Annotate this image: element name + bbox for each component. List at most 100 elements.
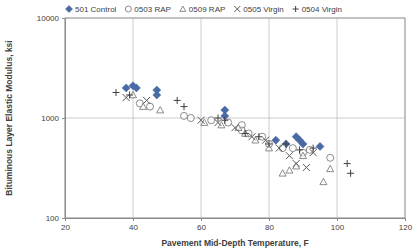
point: [303, 164, 310, 171]
tick-label: 80: [265, 223, 274, 232]
point: [296, 146, 303, 153]
point: [242, 130, 249, 137]
legend-item: 501 Control: [66, 5, 117, 14]
x-axis-title: Pavement Mid-Depth Temperature, F: [161, 238, 308, 248]
tick-label: 60: [197, 223, 206, 232]
point: [221, 117, 228, 124]
series: [122, 82, 324, 151]
legend: 501 Control 0503 RAP 0509 RAP 0505 Virgin 05…: [66, 5, 342, 14]
tick-mark: [62, 118, 65, 119]
point: [215, 115, 222, 122]
legend-marker: [125, 6, 131, 12]
point: [126, 91, 133, 98]
point: [187, 115, 194, 122]
point: [283, 140, 290, 147]
point: [316, 142, 324, 150]
point: [276, 145, 283, 152]
point: [143, 97, 150, 104]
point: [344, 160, 351, 167]
legend-label: 0503 RAP: [134, 5, 170, 14]
point: [181, 103, 188, 110]
point: [218, 122, 225, 128]
point: [140, 103, 147, 109]
tick-label: 20: [61, 223, 70, 232]
point: [327, 154, 334, 161]
legend-item: 0503 RAP: [125, 5, 170, 14]
tick-label: 40: [129, 223, 138, 232]
x-axis: 20 40 60 80 100 120: [61, 218, 413, 232]
point: [198, 117, 205, 124]
tick-mark: [133, 218, 134, 221]
tick-mark: [269, 218, 270, 221]
x-grid-line: [337, 18, 338, 218]
legend-item: 0505 Virgin: [234, 5, 283, 14]
axis-line: [66, 219, 406, 222]
point: [157, 107, 164, 113]
tick-label: 100: [46, 214, 60, 223]
point: [232, 124, 239, 131]
legend-label: 0505 Virgin: [243, 5, 283, 14]
tick: 120: [399, 218, 413, 232]
series: [136, 100, 333, 161]
legend-label: 0504 Virgin: [302, 5, 342, 14]
legend-label: 0509 RAP: [189, 5, 225, 14]
point: [201, 119, 208, 125]
point: [132, 84, 140, 92]
point: [249, 133, 256, 140]
legend-label: 501 Control: [75, 5, 117, 14]
tick-label: 1000: [41, 114, 59, 123]
point: [113, 89, 120, 96]
point: [347, 170, 354, 177]
legend-item: 0509 RAP: [180, 5, 225, 14]
points: [113, 82, 355, 185]
point: [181, 112, 188, 119]
tick: 60: [197, 218, 206, 232]
point: [293, 160, 300, 167]
series: [130, 91, 334, 184]
point: [153, 91, 161, 99]
y-grid-line: [65, 118, 405, 119]
legend-marker: [234, 6, 240, 12]
point: [299, 140, 307, 148]
tick: 80: [265, 218, 274, 232]
point: [327, 165, 334, 171]
point: [208, 117, 215, 124]
legend-item: 0504 Virgin: [293, 5, 342, 14]
tick: 1000: [41, 114, 65, 123]
tick-label: 120: [399, 223, 413, 232]
legend-marker: [66, 6, 73, 13]
tick: 20: [61, 218, 70, 232]
point: [242, 130, 249, 136]
point: [289, 145, 296, 152]
point: [286, 167, 293, 173]
legend-marker: [293, 6, 299, 12]
grid: [65, 18, 405, 218]
chart: 20 40 60 80 100 120 100 1000 10000 Pavement Mid-D…: [0, 0, 416, 251]
point: [279, 170, 286, 176]
point: [272, 136, 280, 144]
point: [320, 178, 327, 184]
point: [262, 137, 269, 144]
legend-marker: [180, 6, 186, 11]
tick-mark: [62, 218, 65, 219]
x-grid-line: [269, 18, 270, 218]
point: [147, 103, 154, 110]
series: [123, 94, 317, 171]
tick-label: 100: [331, 223, 345, 232]
tick: 10000: [37, 14, 65, 23]
plot-frame: [65, 18, 405, 218]
tick-mark: [405, 218, 406, 221]
y-axis-title: Bituminous Layer Elastic Modulus, ksi: [4, 40, 14, 195]
tick-mark: [337, 218, 338, 221]
tick: 100: [331, 218, 345, 232]
x-grid-line: [201, 18, 202, 218]
point: [174, 97, 181, 104]
tick-mark: [62, 18, 65, 19]
point: [255, 133, 262, 140]
point: [286, 152, 293, 159]
y-axis: 100 1000 10000: [37, 14, 66, 223]
point: [300, 152, 307, 158]
point: [279, 145, 286, 152]
series: [113, 89, 355, 177]
point: [310, 145, 317, 152]
